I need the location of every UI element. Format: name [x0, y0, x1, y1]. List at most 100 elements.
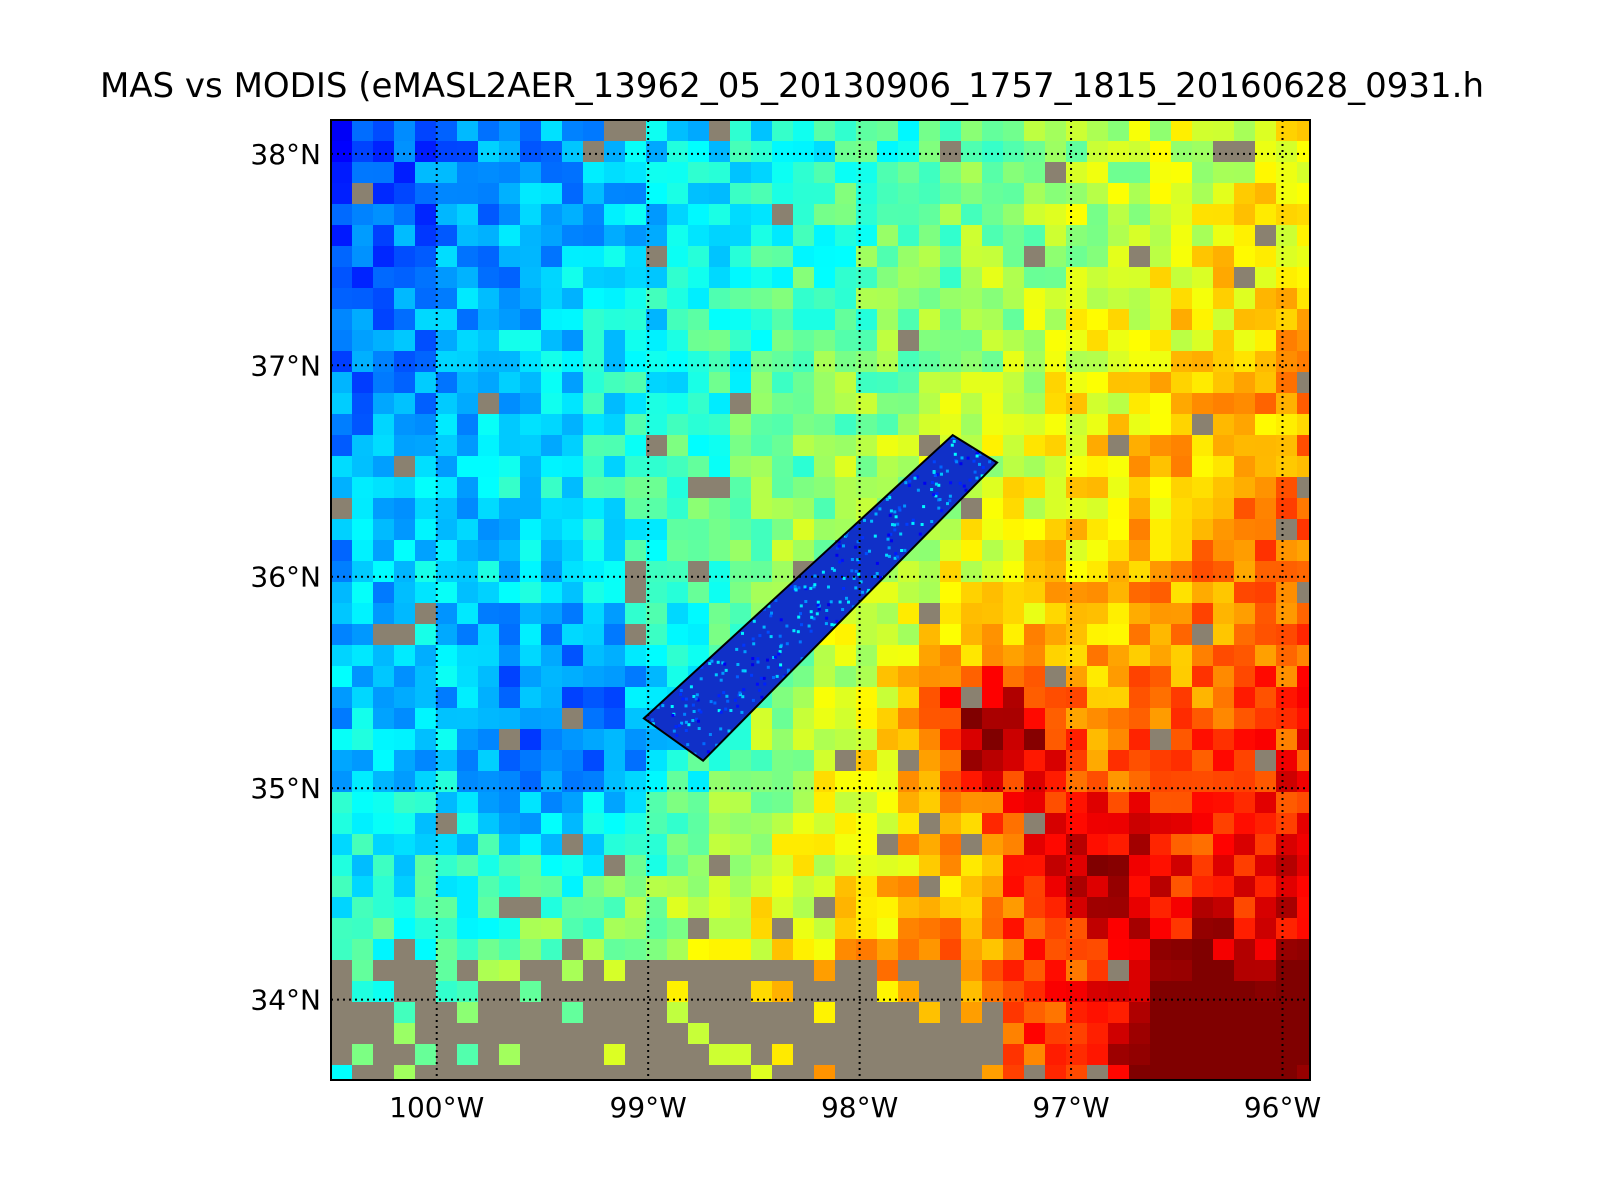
swath-pixel: [904, 481, 907, 484]
modis-pixel: [457, 456, 479, 478]
modis-pixel: [730, 855, 752, 877]
swath-pixel: [725, 695, 728, 698]
modis-pixel: [1255, 666, 1277, 688]
modis-pixel: [604, 372, 626, 394]
modis-pixel: [499, 834, 521, 856]
modis-pixel: [457, 918, 479, 940]
modis-pixel: [1045, 897, 1067, 919]
modis-pixel: [751, 120, 773, 142]
modis-pixel: [331, 666, 353, 688]
modis-pixel: [688, 1065, 710, 1087]
modis-pixel: [1087, 897, 1109, 919]
modis-pixel: [688, 1002, 710, 1024]
modis-pixel: [730, 1044, 752, 1066]
modis-pixel: [499, 666, 521, 688]
swath-pixel: [830, 600, 833, 603]
modis-pixel: [919, 351, 941, 373]
modis-pixel: [604, 1002, 626, 1024]
modis-pixel: [457, 519, 479, 541]
modis-pixel: [604, 603, 626, 625]
modis-pixel: [604, 813, 626, 835]
modis-pixel: [1297, 834, 1319, 856]
swath-pixel: [850, 569, 853, 572]
modis-pixel: [1003, 855, 1025, 877]
modis-pixel: [625, 645, 647, 667]
modis-pixel: [919, 918, 941, 940]
modis-pixel: [541, 519, 563, 541]
modis-pixel: [1213, 918, 1235, 940]
modis-pixel: [793, 288, 815, 310]
swath-pixel: [914, 477, 917, 480]
modis-pixel: [1066, 1002, 1088, 1024]
modis-pixel: [982, 687, 1004, 709]
modis-pixel: [940, 183, 962, 205]
modis-pixel: [1192, 456, 1214, 478]
modis-pixel: [625, 246, 647, 268]
modis-pixel: [604, 876, 626, 898]
swath-pixel: [923, 482, 926, 485]
modis-pixel: [835, 309, 857, 331]
modis-pixel: [457, 687, 479, 709]
modis-pixel: [352, 855, 374, 877]
modis-pixel: [1024, 624, 1046, 646]
modis-pixel: [1087, 183, 1109, 205]
modis-pixel: [373, 708, 395, 730]
swath-pixel: [814, 575, 817, 578]
modis-pixel: [772, 687, 794, 709]
modis-pixel: [1129, 309, 1151, 331]
modis-pixel: [331, 120, 353, 142]
swath-pixel: [695, 697, 698, 700]
modis-pixel: [583, 897, 605, 919]
modis-pixel: [667, 1002, 689, 1024]
modis-pixel: [667, 897, 689, 919]
modis-pixel: [1066, 246, 1088, 268]
modis-pixel: [499, 876, 521, 898]
modis-pixel: [688, 519, 710, 541]
modis-pixel: [1171, 393, 1193, 415]
modis-pixel: [961, 162, 983, 184]
modis-pixel: [940, 267, 962, 289]
modis-pixel: [583, 309, 605, 331]
modis-pixel: [982, 183, 1004, 205]
modis-pixel: [898, 267, 920, 289]
modis-pixel: [898, 960, 920, 982]
modis-pixel: [457, 666, 479, 688]
modis-pixel: [1045, 792, 1067, 814]
modis-pixel: [1276, 141, 1298, 163]
modis-pixel: [709, 834, 731, 856]
modis-pixel: [1024, 309, 1046, 331]
modis-pixel: [772, 204, 794, 226]
modis-pixel: [520, 792, 542, 814]
modis-pixel: [667, 792, 689, 814]
modis-pixel: [583, 183, 605, 205]
modis-pixel: [625, 834, 647, 856]
modis-pixel: [1171, 351, 1193, 373]
modis-pixel: [520, 288, 542, 310]
swath-pixel: [693, 710, 696, 713]
modis-pixel: [373, 330, 395, 352]
modis-pixel: [1171, 1002, 1193, 1024]
latitude-labels: 38°N37°N36°N35°N34°N: [250, 138, 321, 1017]
swath-pixel: [810, 630, 813, 633]
modis-pixel: [499, 519, 521, 541]
modis-pixel: [520, 456, 542, 478]
modis-pixel: [583, 855, 605, 877]
modis-pixel: [1171, 666, 1193, 688]
modis-pixel: [1024, 456, 1046, 478]
modis-pixel: [604, 960, 626, 982]
modis-pixel: [667, 813, 689, 835]
modis-pixel: [1192, 372, 1214, 394]
modis-pixel: [667, 855, 689, 877]
modis-pixel: [1150, 456, 1172, 478]
modis-pixel: [1024, 582, 1046, 604]
modis-pixel: [457, 645, 479, 667]
modis-pixel: [961, 225, 983, 247]
modis-pixel: [562, 876, 584, 898]
modis-pixel: [1171, 561, 1193, 583]
modis-pixel: [499, 120, 521, 142]
modis-pixel: [520, 351, 542, 373]
modis-pixel: [982, 624, 1004, 646]
modis-pixel: [520, 561, 542, 583]
modis-pixel: [751, 519, 773, 541]
modis-pixel: [1129, 729, 1151, 751]
